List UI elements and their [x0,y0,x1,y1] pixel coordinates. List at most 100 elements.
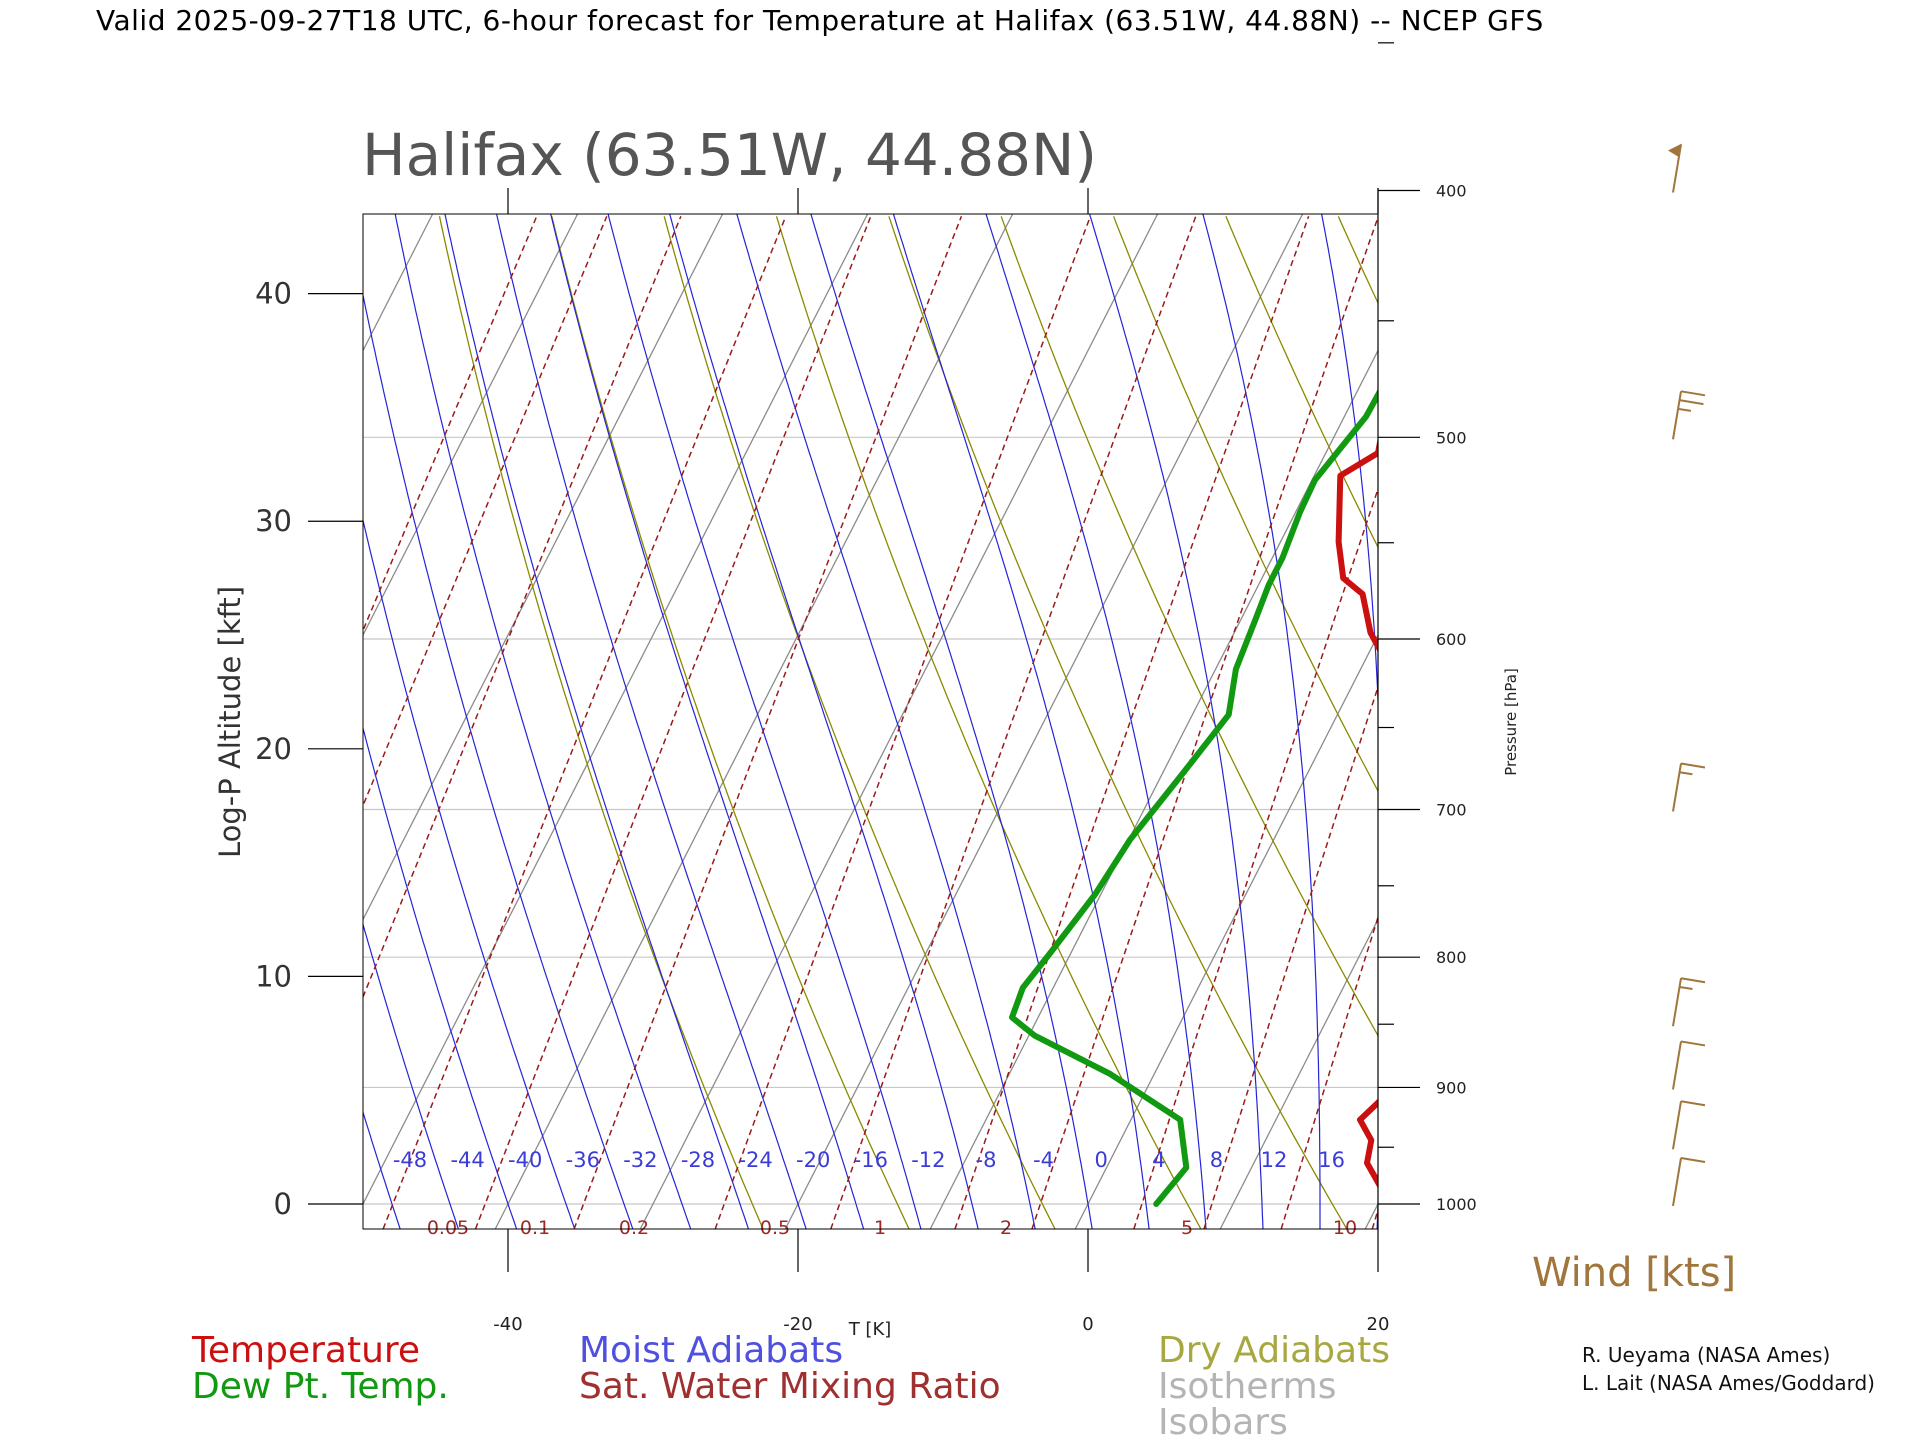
x-tick-label: 0 [1082,1314,1093,1335]
moist-adiabat-label: -36 [566,1148,600,1172]
wind-barbs [1667,143,1706,1207]
isotherm-line [639,214,1159,1229]
moist-adiabat-label: -40 [508,1148,542,1172]
credit-line-1: R. Ueyama (NASA Ames) [1582,1343,1830,1367]
mixing-ratio-line [1280,914,1378,1229]
moist-adiabat [363,922,459,1229]
moist-adiabat-label: 12 [1261,1148,1288,1172]
dewpoint-line [1009,388,1378,1207]
mixing-ratio-line [1371,1207,1378,1229]
mixing-ratio-label: 0.1 [520,1217,550,1239]
y-tick-label: 20 [255,732,292,766]
mixing-ratio-line [363,216,608,808]
mixing-ratio-lines [363,216,1920,1229]
pressure-tick-label: 400 [1436,182,1467,201]
profiles [1009,388,1378,1207]
moist-adiabat [71,214,285,1232]
moist-adiabat-label: -24 [738,1148,772,1172]
wind-barb [1672,1156,1706,1207]
dry-adiabat [1225,216,1378,549]
dry-adiabat [1675,216,1920,1229]
dry-adiabat [1788,216,1920,1229]
isotherm-line [363,214,869,1206]
dry-adiabat [551,216,910,1229]
mixing-ratio-line [830,216,1197,1229]
isotherm-line [494,214,1014,1229]
dry-adiabat [1337,216,1378,305]
inline-labels: -48 -44 -40 -36 -32 -28 -24 -20 -16 -12 -8 -4 0 4 8 12 1… [393,1148,1357,1239]
moist-adiabat-label: 4 [1152,1148,1165,1172]
dry-adiabat [663,216,1056,1229]
mixing-ratio-label: 0.05 [427,1217,469,1239]
isotherm-line [929,349,1378,1229]
pressure-axis-label: Pressure [hPa] [1502,668,1520,776]
moist-adiabat-label: -8 [976,1148,997,1172]
mixing-ratio-line [1031,216,1378,1229]
mixing-ratio-label: 2 [1000,1217,1012,1239]
mixing-ratio-line [573,216,963,1229]
wind-barb [1672,977,1706,1027]
moist-adiabat [669,214,979,1229]
pressure-tick-label: 800 [1436,948,1467,967]
moist-adiabat [363,726,518,1229]
pressure-tick-label: 700 [1436,800,1467,819]
isotherm-line [363,214,724,921]
moist-adiabat-label: -44 [450,1148,484,1172]
moist-adiabat [1549,214,1649,1232]
dry-adiabat [1563,216,1920,1229]
moist-adiabat-label: -32 [623,1148,657,1172]
station-label: Halifax (63.51W, 44.88N) [362,121,1097,189]
y-tick-label: 10 [255,959,292,993]
moist-adiabat-label: -12 [911,1148,945,1172]
legend-isotherms: Isotherms [1158,1366,1336,1407]
moist-adiabat-label: -4 [1033,1148,1054,1172]
moist-adiabat [985,214,1207,1229]
moist-adiabat-label: 0 [1095,1148,1108,1172]
moist-adiabat-label: 8 [1210,1148,1223,1172]
moist-adiabat [496,214,807,1229]
moist-adiabat [892,214,1150,1229]
moist-adiabat-label: 16 [1318,1148,1345,1172]
x-axis-label: T [K] [848,1319,892,1340]
mixing-ratio-line [1709,216,1920,1229]
moist-adiabat-label: -16 [854,1148,888,1172]
wind-barb [1672,762,1706,812]
moist-adiabat-label: -48 [393,1148,427,1172]
moist-adiabat [444,214,750,1229]
mixing-ratio-label: 5 [1181,1217,1193,1239]
mixing-ratio-line [1133,486,1378,1229]
moist-adiabat [1606,214,1739,1232]
isotherm-line [1074,633,1378,1229]
dry-adiabat [1000,216,1378,1037]
mixing-ratio-line [474,216,872,1229]
pressure-tick-label: 900 [1436,1078,1467,1097]
dry-adiabat [1112,216,1378,793]
x-tick-label: -40 [493,1314,522,1335]
mixing-ratio-line [1607,216,1895,1229]
mixing-ratio-label: 10 [1333,1217,1357,1239]
dry-adiabat [775,216,1202,1229]
legend-dry-adiabats: Dry Adiabats [1158,1330,1390,1371]
isotherm-line [1364,1202,1378,1229]
credit-line-2: L. Lait (NASA Ames/Goddard) [1582,1371,1875,1395]
wind-barb [1672,390,1706,440]
legend-moist-adiabats: Moist Adiabats [579,1330,843,1371]
moist-adiabat-label: -20 [796,1148,830,1172]
y-tick-label: 40 [255,277,292,311]
dry-adiabat-lines [438,216,1920,1229]
moist-adiabat [25,214,226,1232]
moist-adiabat [394,214,692,1229]
moist-adiabat [1491,214,1549,1232]
wind-barb [1672,1100,1706,1150]
y-tick-label: 0 [274,1187,292,1221]
moist-adiabat [363,517,576,1229]
wind-barb [1672,1040,1706,1090]
y-tick-label: 30 [255,504,292,538]
legend-dewpoint: Dew Pt. Temp. [192,1366,449,1407]
pressure-tick-label: 1000 [1436,1195,1477,1214]
moist-adiabat [363,1110,401,1229]
pressure-tick-label: 600 [1436,630,1467,649]
x-tick-label: 20 [1367,1314,1390,1335]
